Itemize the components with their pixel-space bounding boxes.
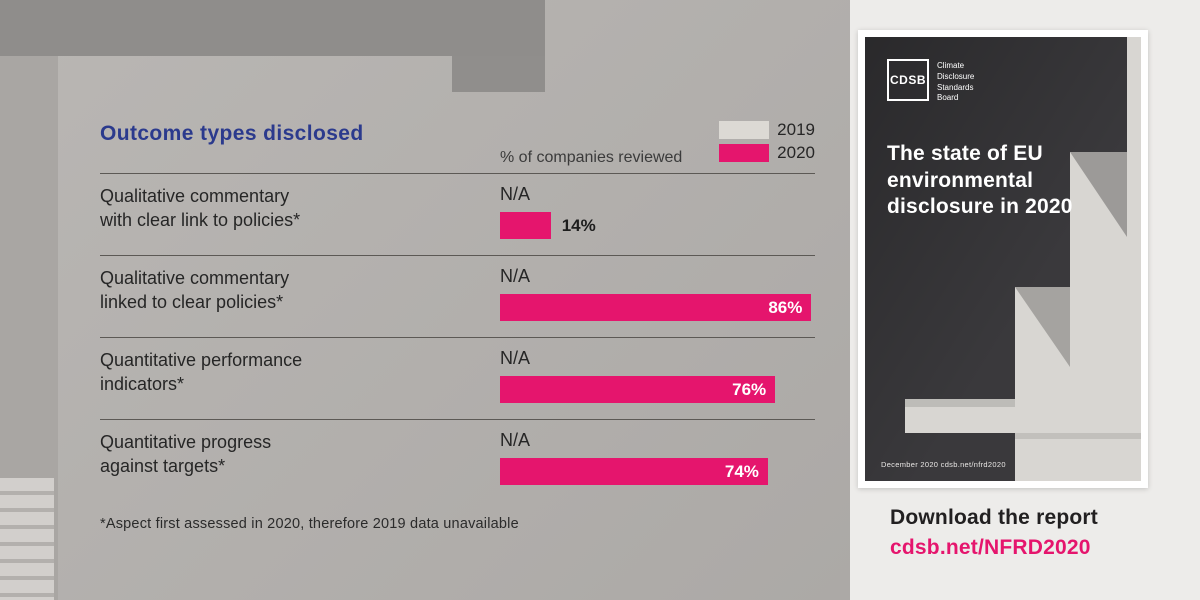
cdsb-logo: CDSB Climate Disclosure Standards Board bbox=[887, 59, 974, 104]
na-2019-value: N/A bbox=[500, 266, 531, 286]
bar-column: N/A 76% bbox=[500, 348, 815, 403]
chart-subtitle: % of companies reviewed bbox=[500, 149, 683, 166]
report-cover: CDSB Climate Disclosure Standards Board … bbox=[858, 30, 1148, 488]
na-2019-value: N/A bbox=[500, 348, 531, 368]
category-label: Qualitative commentary linked to clear p… bbox=[100, 268, 290, 312]
category-label: Quantitative performance indicators* bbox=[100, 350, 303, 394]
background-dark-step bbox=[452, 56, 545, 92]
bar-2020: 76% bbox=[500, 376, 776, 403]
report-link[interactable]: cdsb.net/NFRD2020 bbox=[890, 536, 1091, 559]
outcome-chart: Outcome types disclosed % of companies r… bbox=[100, 108, 815, 532]
report-footer-text: December 2020 cdsb.net/nfrd2020 bbox=[881, 460, 1006, 469]
category-label: Quantitative progress against targets* bbox=[100, 432, 272, 476]
background-paper-stack bbox=[0, 478, 54, 600]
bar-2020: 74% bbox=[500, 458, 768, 485]
cdsb-logo-caption: Climate Disclosure Standards Board bbox=[937, 61, 975, 103]
chart-row: Qualitative commentary linked to clear p… bbox=[100, 255, 815, 337]
chart-legend: 2019 2020 bbox=[719, 120, 815, 166]
bar-column: N/A 74% bbox=[500, 430, 815, 485]
cdsb-logo-mark: CDSB bbox=[887, 59, 929, 101]
chart-row: Quantitative progress against targets* N… bbox=[100, 419, 815, 501]
category-label: Qualitative commentary with clear link t… bbox=[100, 186, 301, 230]
download-heading: Download the report bbox=[890, 506, 1098, 529]
bar-value-label: 74% bbox=[724, 461, 759, 481]
chart-row: Quantitative performance indicators* N/A… bbox=[100, 337, 815, 419]
legend-item-2020: 2020 bbox=[719, 143, 815, 163]
call-to-action: Download the report cdsb.net/NFRD2020 bbox=[890, 506, 1098, 560]
legend-item-2019: 2019 bbox=[719, 120, 815, 140]
bar-2020: 86% bbox=[500, 294, 812, 321]
staircase-graphic bbox=[865, 37, 1141, 481]
chart-row: Qualitative commentary with clear link t… bbox=[100, 173, 815, 255]
report-title: The state of EU environmental disclosure… bbox=[887, 142, 1073, 219]
legend-swatch-2019 bbox=[719, 121, 770, 139]
bar-2020: 14% bbox=[500, 212, 596, 239]
bar-value-label: 86% bbox=[768, 297, 803, 317]
bar-value-label: 14% bbox=[561, 215, 596, 235]
bar-column: N/A 14% bbox=[500, 184, 815, 239]
chart-header: Outcome types disclosed % of companies r… bbox=[100, 108, 815, 173]
na-2019-value: N/A bbox=[500, 184, 531, 204]
legend-label-2019: 2019 bbox=[777, 120, 815, 139]
background-dark-strip bbox=[0, 0, 545, 56]
chart-footnote: *Aspect first assessed in 2020, therefor… bbox=[100, 516, 519, 532]
legend-label-2020: 2020 bbox=[777, 143, 815, 162]
bar-column: N/A 86% bbox=[500, 266, 815, 321]
legend-swatch-2020 bbox=[719, 144, 770, 162]
report-cover-image: CDSB Climate Disclosure Standards Board … bbox=[865, 37, 1141, 481]
chart-title: Outcome types disclosed bbox=[100, 122, 364, 145]
na-2019-value: N/A bbox=[500, 430, 531, 450]
bar-value-label: 76% bbox=[732, 379, 767, 399]
right-panel: CDSB Climate Disclosure Standards Board … bbox=[850, 0, 1200, 600]
